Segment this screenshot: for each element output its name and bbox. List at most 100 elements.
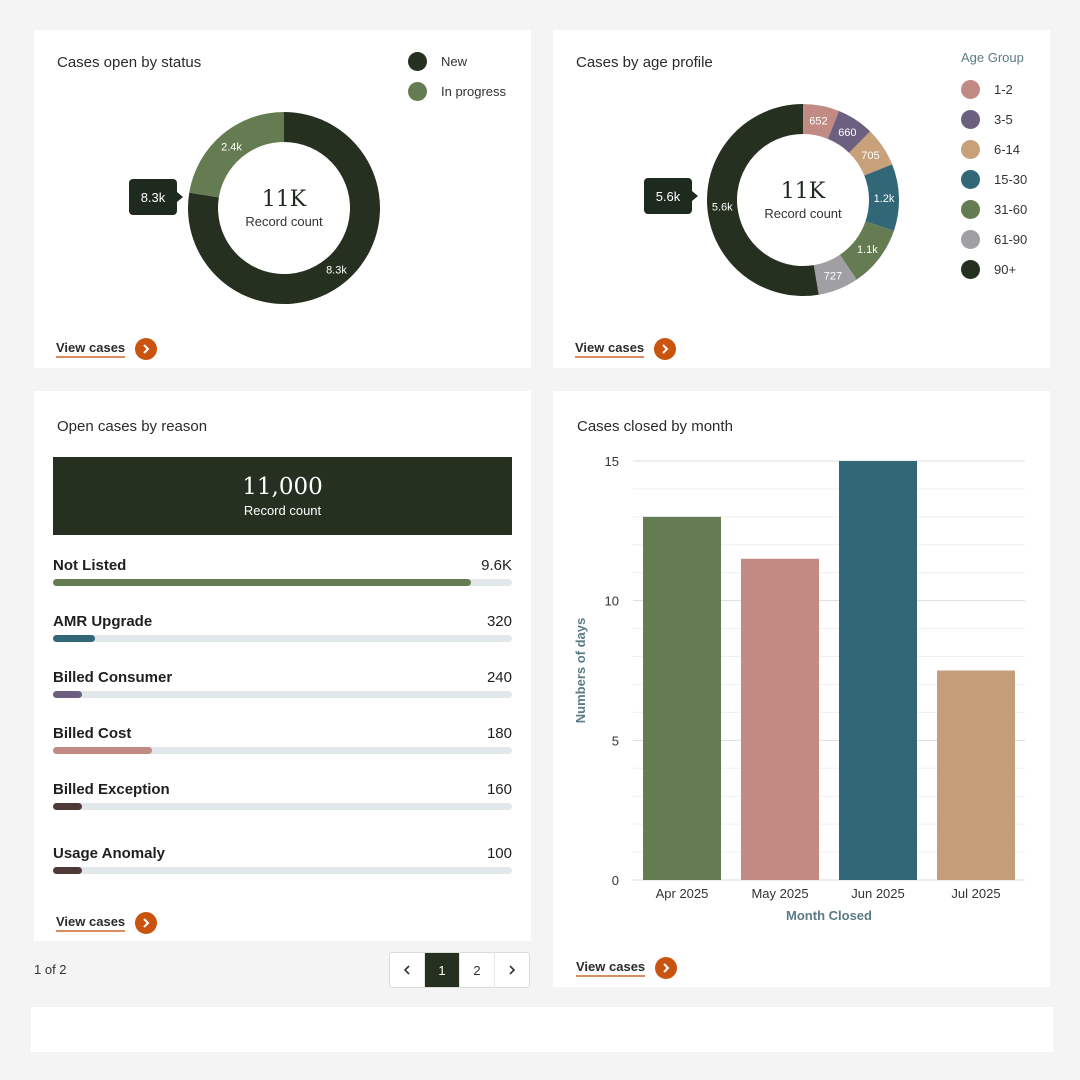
legend-item-15-30[interactable]: 15-30	[961, 164, 1027, 194]
legend-item-61-90[interactable]: 61-90	[961, 224, 1027, 254]
reason-value: 9.6K	[481, 557, 512, 574]
bar[interactable]	[839, 461, 917, 880]
age-slice-label: 652	[809, 115, 827, 127]
status-slice-label: 8.3k	[326, 265, 347, 277]
legend-dot	[408, 51, 427, 71]
pagination: 1 2	[389, 952, 530, 988]
reason-name: Billed Consumer	[53, 669, 173, 686]
legend-dot	[961, 229, 980, 249]
age-legend: Age Group 1-2 3-5 6-14 15-30 31-60 61-90…	[961, 50, 1027, 284]
legend-label: New	[441, 53, 468, 69]
closed-bar-chart: 0 5 10 15 Apr 2025 May 2025 Jun 2025 Jul 2025 Mo…	[573, 454, 1025, 923]
legend-item-in-progress[interactable]: In progress	[408, 76, 506, 106]
reason-progress-track	[53, 867, 512, 874]
status-slice-1[interactable]	[189, 112, 284, 198]
chevron-right-icon	[135, 912, 158, 934]
x-axis-label: Month Closed	[786, 908, 872, 923]
reason-progress-fill	[53, 803, 82, 810]
reason-card-title: Open cases by reason	[57, 418, 208, 435]
age-slice-5[interactable]	[813, 254, 857, 295]
prev-page-button[interactable]	[390, 953, 425, 987]
age-donut-chart: 652 660 705 1.2k 1.1k 727 5.6k 11K Record coun…	[703, 100, 903, 300]
closed-card-title: Cases closed by month	[577, 418, 733, 435]
reason-name: Billed Cost	[53, 725, 132, 742]
x-tick-label: Jun 2025	[851, 886, 905, 901]
age-slice-6[interactable]	[707, 104, 819, 296]
legend-label: 31-60	[994, 201, 1028, 217]
view-cases-label: View cases	[575, 340, 645, 358]
chevron-right-icon	[655, 957, 678, 979]
legend-item-6-14[interactable]: 6-14	[961, 134, 1027, 164]
age-slice-3[interactable]	[864, 164, 899, 231]
age-view-cases-link[interactable]: View cases	[575, 338, 677, 360]
reason-value: 180	[486, 725, 512, 742]
status-view-cases-link[interactable]: View cases	[56, 338, 158, 360]
age-card: Cases by age profile Age Group 1-2 3-5 6…	[553, 30, 1050, 368]
reason-total-banner: 11,000 Record count	[53, 457, 512, 535]
age-slice-2[interactable]	[849, 131, 893, 176]
legend-label: 3-5	[994, 111, 1013, 127]
reason-total-label: Record count	[243, 503, 322, 518]
bar[interactable]	[741, 558, 819, 880]
y-tick-label: 10	[605, 594, 619, 609]
status-card: Cases open by status New In progress 8.3…	[34, 30, 531, 368]
x-tick-label: Apr 2025	[656, 886, 709, 901]
page-1-button[interactable]: 1	[425, 953, 460, 987]
x-tick-label: Jul 2025	[951, 886, 1000, 901]
status-slice-0[interactable]	[188, 112, 380, 304]
reason-progress-track	[53, 747, 512, 754]
legend-item-new[interactable]: New	[408, 46, 506, 76]
legend-label: In progress	[441, 83, 507, 99]
y-axis-label: Numbers of days	[573, 618, 588, 723]
view-cases-label: View cases	[576, 959, 646, 977]
reason-name: Usage Anomaly	[53, 845, 165, 862]
page-2-button[interactable]: 2	[460, 953, 495, 987]
legend-label: 61-90	[994, 231, 1028, 247]
reason-progress-track	[53, 635, 512, 642]
age-slice-1[interactable]	[827, 111, 871, 153]
view-cases-label: View cases	[56, 914, 126, 932]
reason-progress-fill	[53, 867, 82, 874]
reason-progress-track	[53, 691, 512, 698]
legend-item-1-2[interactable]: 1-2	[961, 74, 1027, 104]
status-legend: New In progress	[408, 46, 506, 106]
bottom-panel	[31, 1007, 1053, 1052]
age-slice-4[interactable]	[839, 221, 894, 280]
bar[interactable]	[937, 670, 1015, 881]
reason-progress-track	[53, 579, 512, 586]
reason-progress-fill	[53, 579, 471, 586]
reason-total-value: 11,000	[242, 474, 323, 500]
status-donut-svg: 8.3k 2.4k	[188, 112, 380, 304]
pagination-summary: 1 of 2	[34, 962, 67, 977]
legend-item-31-60[interactable]: 31-60	[961, 194, 1027, 224]
age-slice-label: 1.1k	[857, 244, 878, 256]
reason-value: 100	[486, 845, 512, 862]
legend-dot	[961, 259, 980, 279]
legend-label: 15-30	[994, 171, 1028, 187]
reason-value: 160	[486, 781, 512, 798]
next-page-button[interactable]	[495, 953, 529, 987]
age-slice-0[interactable]	[803, 104, 840, 139]
legend-dot	[961, 109, 980, 129]
legend-dot	[961, 139, 980, 159]
reason-value: 240	[486, 669, 512, 686]
reason-view-cases-link[interactable]: View cases	[56, 912, 158, 934]
reason-progress-fill	[53, 747, 153, 754]
age-slice-label: 705	[861, 150, 879, 162]
legend-item-3-5[interactable]: 3-5	[961, 104, 1027, 134]
legend-dot	[961, 79, 980, 99]
chevron-right-icon	[135, 338, 158, 360]
y-tick-label: 5	[612, 733, 619, 748]
closed-view-cases-link[interactable]: View cases	[576, 957, 678, 979]
y-tick-label: 0	[612, 873, 619, 888]
age-card-title: Cases by age profile	[576, 54, 713, 71]
reason-progress-track	[53, 803, 512, 810]
reason-name: Billed Exception	[53, 781, 170, 798]
legend-item-90-plus[interactable]: 90+	[961, 254, 1027, 284]
reason-value: 320	[486, 613, 512, 630]
reason-name: Not Listed	[53, 557, 127, 574]
legend-label: 1-2	[994, 81, 1013, 97]
y-tick-label: 15	[605, 454, 619, 469]
bar[interactable]	[643, 516, 721, 880]
age-slice-label: 660	[838, 127, 856, 139]
